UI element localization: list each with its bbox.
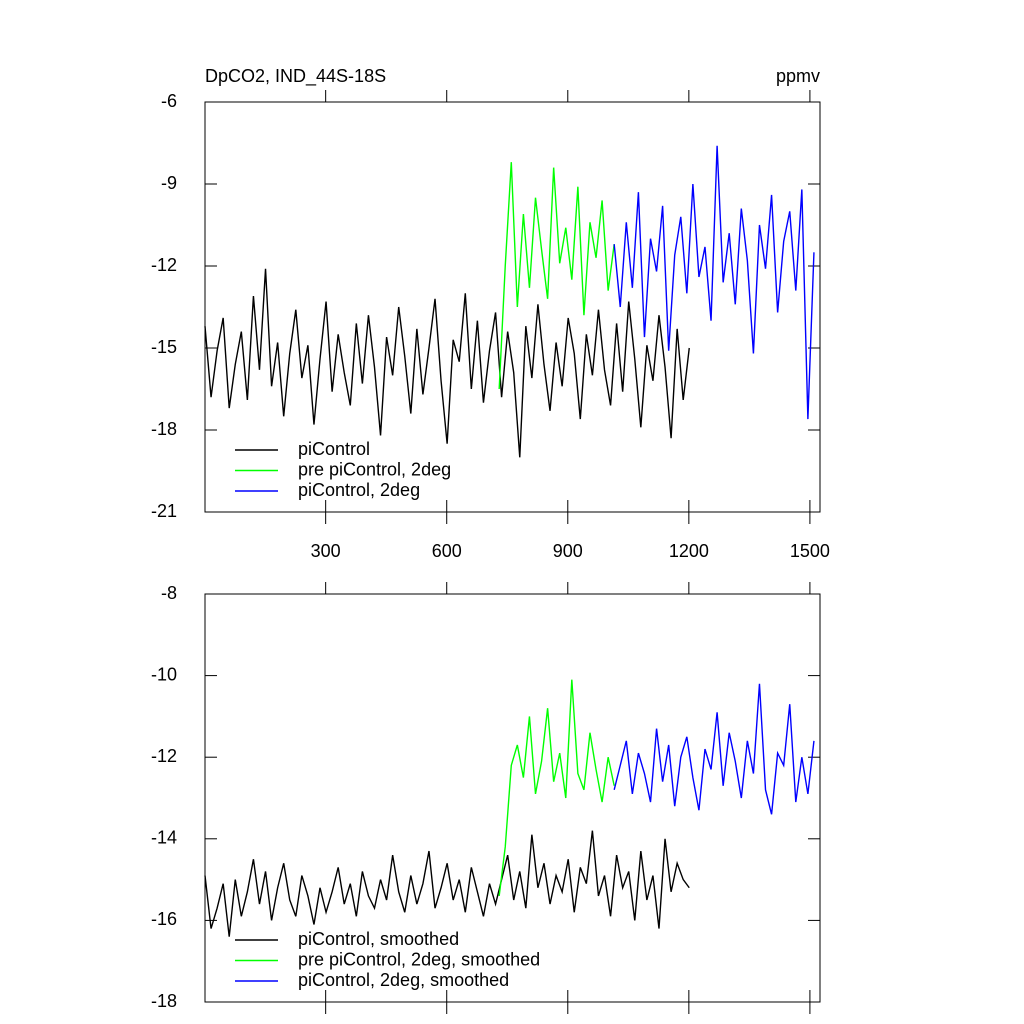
legend-label: piControl	[298, 439, 370, 459]
legend-label: piControl, smoothed	[298, 929, 459, 949]
y-tick-label: -9	[161, 173, 177, 193]
plot-frame	[204, 593, 821, 1003]
chart-title: DpCO2, IND_44S-18S	[205, 66, 386, 87]
y-tick-label: -6	[161, 91, 177, 111]
y-tick-label: -10	[151, 664, 177, 684]
data-line	[204, 830, 690, 937]
plot-frame	[204, 101, 821, 513]
legend-label: piControl, 2deg	[298, 480, 420, 500]
y-tick-label: -18	[151, 991, 177, 1011]
data-line	[613, 145, 815, 420]
x-tick-label: 600	[432, 541, 462, 561]
y-tick-label: -16	[151, 909, 177, 929]
y-tick-label: -18	[151, 419, 177, 439]
data-line	[613, 683, 815, 815]
y-tick-label: -15	[151, 337, 177, 357]
x-tick-label: 1200	[669, 541, 709, 561]
x-tick-label: 1500	[790, 541, 830, 561]
y-tick-label: -21	[151, 501, 177, 521]
legend-label: pre piControl, 2deg, smoothed	[298, 949, 540, 969]
y-tick-label: -14	[151, 828, 177, 848]
data-line	[498, 162, 615, 390]
legend-label: pre piControl, 2deg	[298, 459, 451, 479]
data-line	[204, 268, 690, 458]
data-line	[498, 679, 615, 897]
x-tick-label: 300	[311, 541, 341, 561]
y-tick-label: -12	[151, 746, 177, 766]
x-tick-label: 900	[553, 541, 583, 561]
y-tick-label: -8	[161, 583, 177, 603]
y-tick-label: -12	[151, 255, 177, 275]
units-label: ppmv	[776, 66, 820, 86]
legend-label: piControl, 2deg, smoothed	[298, 970, 509, 990]
